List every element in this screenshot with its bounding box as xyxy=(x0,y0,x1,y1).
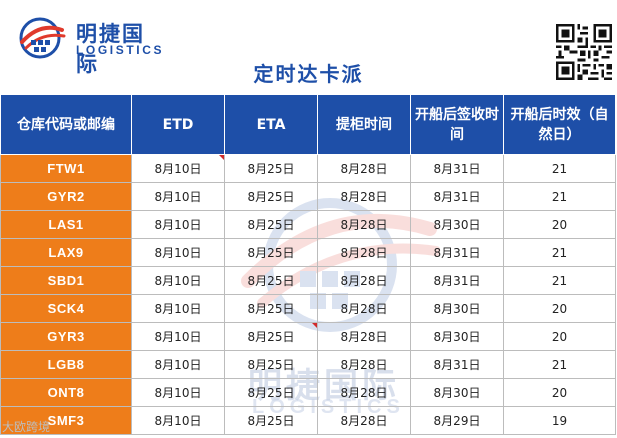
pickup-cell: 8月28日 xyxy=(317,182,411,211)
table-row: LAS1 8月10日 8月25日 8月28日 8月30日 20 xyxy=(0,210,616,239)
table-row: LGB8 8月10日 8月25日 8月28日 8月31日 21 xyxy=(0,350,616,379)
signed-cell: 8月30日 xyxy=(410,294,504,323)
days-cell: 20 xyxy=(503,378,616,407)
warehouse-code: LAS1 xyxy=(0,210,132,239)
pickup-cell: 8月28日 xyxy=(317,266,411,295)
table-row: GYR2 8月10日 8月25日 8月28日 8月31日 21 xyxy=(0,182,616,211)
signed-cell: 8月30日 xyxy=(410,378,504,407)
warehouse-code: LAX9 xyxy=(0,238,132,267)
col-header-transit-days: 开船后时效（自然日） xyxy=(503,94,616,155)
eta-cell: 8月25日 xyxy=(224,350,318,379)
eta-cell: 8月25日 xyxy=(224,210,318,239)
table-header-row: 仓库代码或邮编 ETD ETA 提柜时间 开船后签收时间 开船后时效（自然日） xyxy=(0,94,616,155)
etd-cell: 8月10日 xyxy=(131,294,225,323)
etd-cell: 8月10日 xyxy=(131,266,225,295)
eta-cell: 8月25日 xyxy=(224,154,318,183)
eta-cell: 8月25日 xyxy=(224,406,318,435)
signed-cell: 8月30日 xyxy=(410,210,504,239)
signed-cell: 8月31日 xyxy=(410,182,504,211)
signed-cell: 8月30日 xyxy=(410,322,504,351)
days-cell: 20 xyxy=(503,322,616,351)
etd-cell: 8月10日 xyxy=(131,154,225,183)
warehouse-code: GYR3 xyxy=(0,322,132,351)
signed-cell: 8月31日 xyxy=(410,238,504,267)
days-cell: 21 xyxy=(503,266,616,295)
brand-name-en: LOGISTICS xyxy=(76,43,165,57)
table-row: SBD1 8月10日 8月25日 8月28日 8月31日 21 xyxy=(0,266,616,295)
etd-cell: 8月10日 xyxy=(131,378,225,407)
signed-cell: 8月29日 xyxy=(410,406,504,435)
warehouse-code: ONT8 xyxy=(0,378,132,407)
globe-logo-icon xyxy=(19,17,66,59)
signed-cell: 8月31日 xyxy=(410,350,504,379)
pickup-cell: 8月28日 xyxy=(317,294,411,323)
brand-logo: 明捷国际 LOGISTICS xyxy=(18,16,161,76)
brand-name-cn: 明捷国际 xyxy=(76,22,145,76)
etd-cell: 8月10日 xyxy=(131,406,225,435)
page-title: 定时达卡派 xyxy=(253,62,364,86)
col-header-eta: ETA xyxy=(224,94,318,155)
eta-cell: 8月25日 xyxy=(224,322,318,351)
etd-cell: 8月10日 xyxy=(131,182,225,211)
warehouse-code: SMF3 xyxy=(0,406,132,435)
table-row: LAX9 8月10日 8月25日 8月28日 8月31日 21 xyxy=(0,238,616,267)
warehouse-code: SBD1 xyxy=(0,266,132,295)
days-cell: 21 xyxy=(503,182,616,211)
days-cell: 21 xyxy=(503,154,616,183)
etd-cell: 8月10日 xyxy=(131,322,225,351)
page-header: 明捷国际 LOGISTICS 定时达卡派 xyxy=(0,0,617,94)
pickup-cell: 8月28日 xyxy=(317,238,411,267)
pickup-cell: 8月28日 xyxy=(317,378,411,407)
days-cell: 21 xyxy=(503,238,616,267)
signed-cell: 8月31日 xyxy=(410,266,504,295)
days-cell: 20 xyxy=(503,210,616,239)
pickup-cell: 8月28日 xyxy=(317,406,411,435)
table-row: ONT8 8月10日 8月25日 8月28日 8月30日 20 xyxy=(0,378,616,407)
warehouse-code: FTW1 xyxy=(0,154,132,183)
col-header-etd: ETD xyxy=(131,94,225,155)
table-row: GYR3 8月10日 8月25日 8月28日 8月30日 20 xyxy=(0,322,616,351)
eta-cell: 8月25日 xyxy=(224,238,318,267)
warehouse-code: SCK4 xyxy=(0,294,132,323)
eta-cell: 8月25日 xyxy=(224,378,318,407)
signed-cell: 8月31日 xyxy=(410,154,504,183)
days-cell: 19 xyxy=(503,406,616,435)
pickup-cell: 8月28日 xyxy=(317,154,411,183)
etd-cell: 8月10日 xyxy=(131,210,225,239)
table-row: FTW1 8月10日 8月25日 8月28日 8月31日 21 xyxy=(0,154,616,183)
days-cell: 20 xyxy=(503,294,616,323)
eta-cell: 8月25日 xyxy=(224,294,318,323)
pickup-cell: 8月28日 xyxy=(317,350,411,379)
table-row: SMF3 8月10日 8月25日 8月28日 8月29日 19 xyxy=(0,406,616,435)
etd-cell: 8月10日 xyxy=(131,350,225,379)
source-watermark: 大欧跨境 xyxy=(2,420,51,434)
pickup-cell: 8月28日 xyxy=(317,322,411,351)
days-cell: 21 xyxy=(503,350,616,379)
col-header-warehouse: 仓库代码或邮编 xyxy=(0,94,132,155)
schedule-table: 仓库代码或邮编 ETD ETA 提柜时间 开船后签收时间 开船后时效（自然日） … xyxy=(0,94,616,435)
col-header-signed: 开船后签收时间 xyxy=(410,94,504,155)
etd-cell: 8月10日 xyxy=(131,238,225,267)
table-row: SCK4 8月10日 8月25日 8月28日 8月30日 20 xyxy=(0,294,616,323)
pickup-cell: 8月28日 xyxy=(317,210,411,239)
warehouse-code: GYR2 xyxy=(0,182,132,211)
qr-code-icon xyxy=(556,24,612,80)
eta-cell: 8月25日 xyxy=(224,182,318,211)
warehouse-code: LGB8 xyxy=(0,350,132,379)
col-header-pickup: 提柜时间 xyxy=(317,94,411,155)
eta-cell: 8月25日 xyxy=(224,266,318,295)
